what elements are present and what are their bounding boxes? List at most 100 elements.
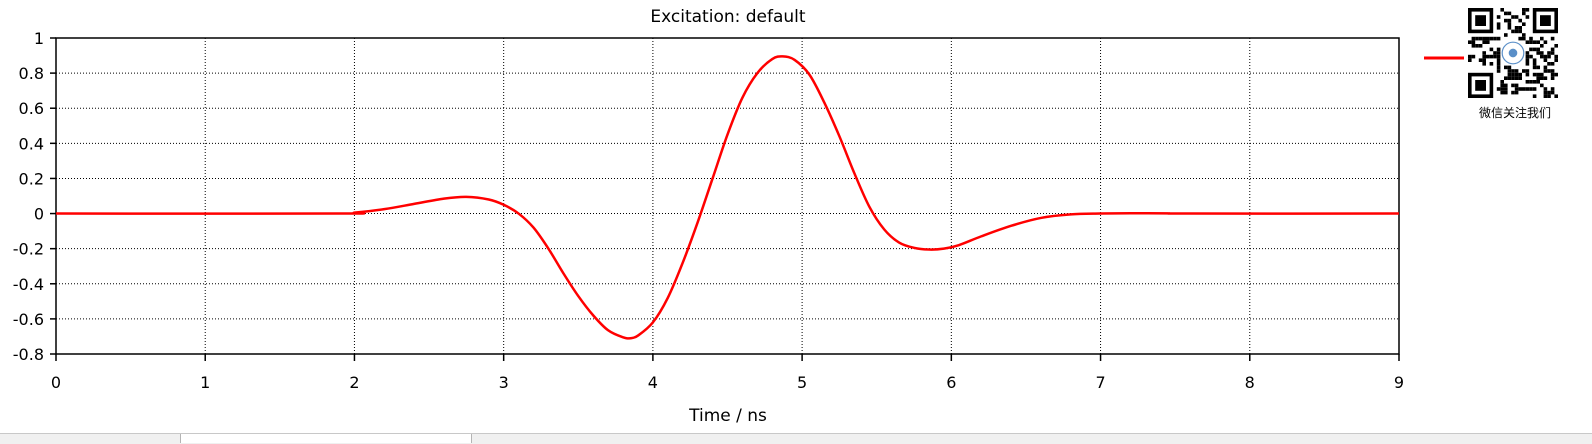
qr-module: [1507, 22, 1512, 26]
qr-module: [1514, 69, 1519, 73]
y-tick-label: -0.2: [13, 240, 44, 259]
qr-module: [1504, 83, 1508, 88]
x-tick-label: 5: [797, 373, 807, 392]
qr-module: [1504, 11, 1508, 16]
qr-module: [1514, 15, 1519, 19]
qr-module: [1540, 83, 1544, 88]
qr-module: [1511, 72, 1515, 77]
qr-module: [1532, 40, 1537, 44]
qr-module: [1532, 80, 1537, 84]
qr-module: [1536, 65, 1540, 70]
x-tick-label: 3: [499, 373, 509, 392]
qr-module: [1536, 51, 1540, 55]
qr-module: [1489, 54, 1494, 59]
qr-module: [1496, 65, 1501, 70]
qr-module: [1511, 90, 1515, 95]
qr-module: [1500, 90, 1504, 95]
x-tick-label: 8: [1245, 373, 1255, 392]
qr-module: [1496, 69, 1501, 73]
plot-frame: [55, 37, 1400, 355]
qr-module: [1543, 87, 1548, 91]
qr-module: [1482, 58, 1486, 62]
y-tick-label: 0.4: [19, 134, 44, 153]
qr-finder-core: [1475, 80, 1486, 91]
qr-module: [1507, 11, 1512, 16]
qr-module: [1514, 90, 1519, 95]
qr-module: [1500, 83, 1504, 88]
qr-module: [1543, 54, 1548, 59]
qr-module: [1482, 62, 1486, 66]
qr-module: [1522, 36, 1526, 41]
qr-module: [1525, 51, 1530, 55]
qr-module: [1532, 65, 1537, 70]
qr-module: [1536, 80, 1540, 84]
qr-module: [1550, 90, 1555, 95]
qr-module: [1504, 33, 1508, 37]
qr-module: [1496, 22, 1501, 26]
qr-module: [1543, 94, 1548, 98]
qr-module: [1529, 40, 1533, 44]
qr-module: [1496, 54, 1501, 59]
qr-module: [1529, 80, 1533, 84]
qr-module: [1529, 36, 1533, 41]
qr-module: [1540, 51, 1544, 55]
x-tick-label: 0: [51, 373, 61, 392]
qr-module: [1518, 29, 1522, 34]
qr-module: [1536, 76, 1540, 80]
series-line-0: [55, 55, 1400, 340]
qr-module: [1536, 72, 1540, 77]
qr-module: [1525, 87, 1530, 91]
y-tick-label: 1: [34, 29, 44, 48]
qr-module: [1532, 94, 1537, 98]
y-tick-label: -0.6: [13, 310, 44, 329]
qr-module: [1554, 94, 1558, 98]
qr-module: [1547, 94, 1551, 98]
qr-module: [1504, 87, 1508, 91]
qr-module: [1518, 36, 1522, 41]
bottom-tab-1[interactable]: [0, 434, 181, 443]
qr-module: [1496, 62, 1501, 66]
bottom-tab-2[interactable]: [181, 434, 472, 443]
x-tick-label: 9: [1394, 373, 1404, 392]
qr-module: [1514, 29, 1519, 34]
qr-module: [1482, 54, 1486, 59]
qr-module: [1507, 65, 1512, 70]
qr-module: [1511, 29, 1515, 34]
x-tick-label: 6: [946, 373, 956, 392]
x-tick-label: 4: [648, 373, 658, 392]
qr-module: [1500, 87, 1504, 91]
qr-module: [1478, 36, 1483, 41]
qr-module: [1554, 44, 1558, 48]
qr-module: [1532, 62, 1537, 66]
qr-module: [1496, 51, 1501, 55]
qr-module: [1547, 69, 1551, 73]
qr-module: [1507, 69, 1512, 73]
qr-finder-core: [1540, 15, 1551, 26]
y-tick-label: 0.2: [19, 169, 44, 188]
plot-area: [56, 38, 1399, 354]
qr-module: [1522, 11, 1526, 16]
qr-module: [1525, 8, 1530, 12]
qr-module: [1496, 15, 1501, 19]
qr-module: [1482, 36, 1486, 41]
qr-module: [1525, 40, 1530, 44]
qr-module: [1496, 58, 1501, 62]
qr-module: [1468, 54, 1472, 59]
qr-module: [1550, 51, 1555, 55]
qr-module: [1486, 40, 1490, 44]
y-axis: -0.8 -0.6 -0.4 -0.2 0 0.2 0.4 0.6 0.8 1: [13, 29, 56, 364]
qr-module: [1518, 26, 1522, 30]
qr-module: [1496, 26, 1501, 30]
qr-module: [1486, 36, 1490, 41]
qr-module: [1471, 54, 1476, 59]
qr-module: [1543, 69, 1548, 73]
qr-module: [1493, 36, 1497, 41]
qr-module: [1489, 62, 1494, 66]
qr-module: [1543, 65, 1548, 70]
qr-module: [1536, 40, 1540, 44]
qr-module: [1504, 65, 1508, 70]
qr-module: [1478, 44, 1483, 48]
qr-module: [1507, 26, 1512, 30]
qr-module: [1522, 69, 1526, 73]
